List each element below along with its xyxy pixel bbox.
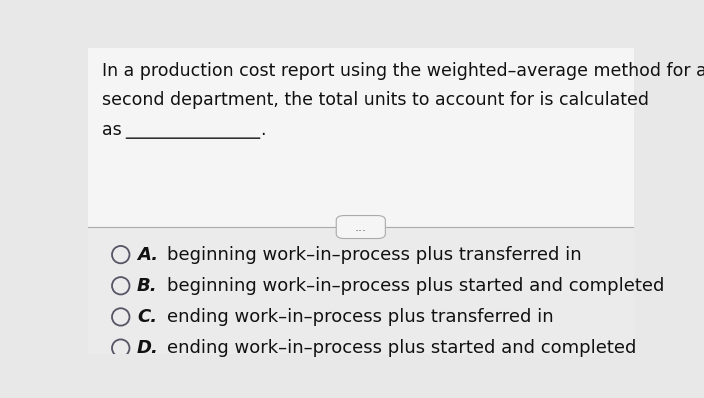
Text: beginning work–in–process plus transferred in: beginning work–in–process plus transferr…	[167, 246, 582, 263]
Text: second department, the total units to account for is calculated: second department, the total units to ac…	[101, 91, 648, 109]
Text: ...: ...	[355, 220, 367, 234]
FancyBboxPatch shape	[88, 227, 634, 354]
Text: .: .	[260, 121, 265, 139]
Text: beginning work–in–process plus started and completed: beginning work–in–process plus started a…	[167, 277, 665, 295]
Text: ending work–in–process plus started and completed: ending work–in–process plus started and …	[167, 339, 636, 357]
Text: ending work–in–process plus transferred in: ending work–in–process plus transferred …	[167, 308, 554, 326]
Text: D.: D.	[137, 339, 159, 357]
Text: C.: C.	[137, 308, 157, 326]
FancyBboxPatch shape	[337, 216, 385, 238]
Text: B.: B.	[137, 277, 158, 295]
Text: as: as	[101, 121, 127, 139]
Text: In a production cost report using the weighted–average method for a: In a production cost report using the we…	[101, 62, 704, 80]
FancyBboxPatch shape	[88, 48, 634, 227]
Text: A.: A.	[137, 246, 158, 263]
